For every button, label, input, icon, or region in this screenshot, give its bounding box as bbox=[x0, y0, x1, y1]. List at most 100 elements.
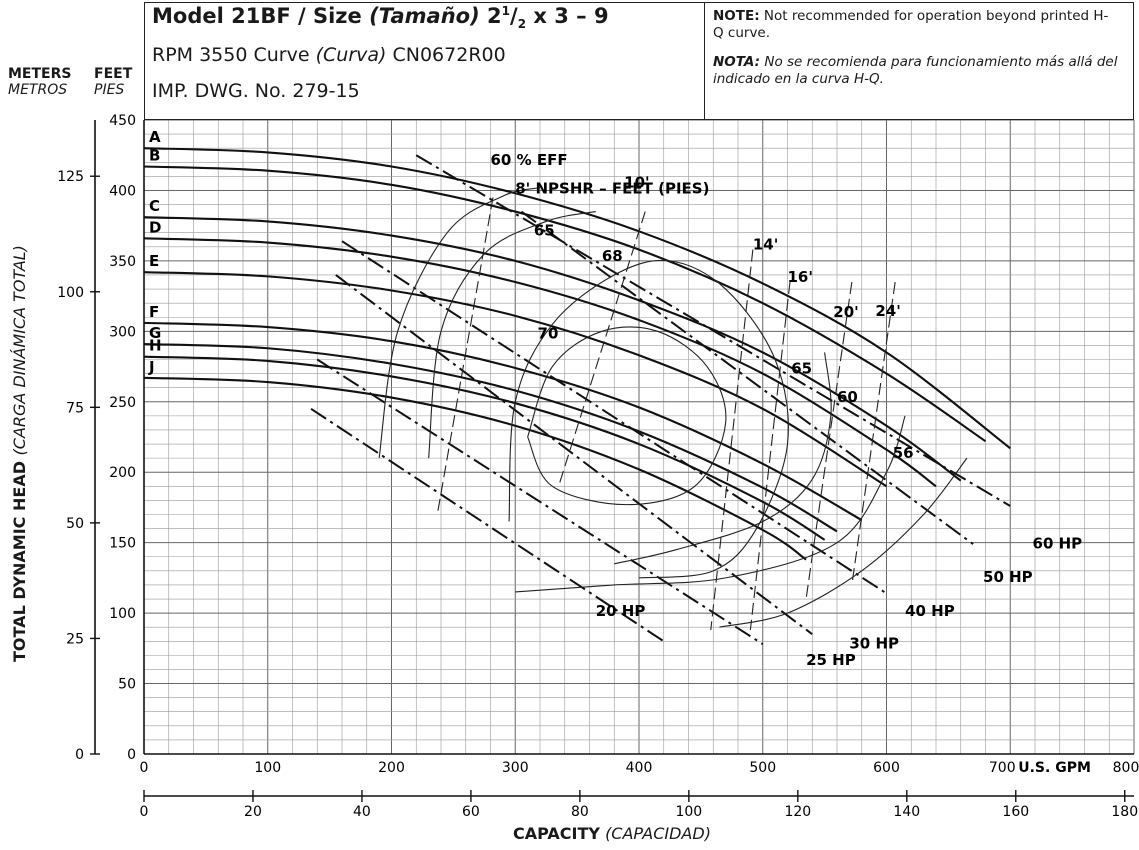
rpm-text-es: (Curva) bbox=[315, 44, 387, 66]
meters-label: METERS bbox=[8, 66, 72, 82]
efficiency-curve-5 bbox=[515, 415, 906, 593]
impeller-curve-j bbox=[143, 376, 807, 561]
note-es: NOTA: No se recomienda para funcionamien… bbox=[713, 54, 1118, 88]
note-en-text: Not recommended for operation beyond pri… bbox=[713, 8, 1109, 41]
curve-id: CN0672R00 bbox=[392, 44, 506, 66]
x-tick-label-m3hr: 80 bbox=[571, 804, 589, 820]
npshr-line bbox=[805, 281, 853, 600]
x-axis-title: CAPACITY (CAPACIDAD) bbox=[513, 824, 711, 843]
x-tick-label-gpm: 0 bbox=[140, 760, 149, 776]
npshr-line bbox=[749, 281, 791, 631]
npshr-label: 14' bbox=[753, 236, 778, 254]
efficiency-label: 65 bbox=[534, 222, 555, 240]
npshr-line bbox=[436, 197, 494, 515]
hp-label: 50 HP bbox=[983, 568, 1033, 586]
model-size-rest: x 3 – 9 bbox=[533, 4, 609, 28]
x-title-en: CAPACITY bbox=[513, 824, 600, 843]
impeller-curve-d bbox=[143, 237, 937, 488]
x-tick-label-gpm: 800 bbox=[1113, 760, 1139, 776]
x-tick-label-m3hr: 160 bbox=[1002, 804, 1029, 820]
y-tick-label-meters: 0 bbox=[75, 747, 84, 763]
grid bbox=[143, 119, 1135, 755]
npshr-line bbox=[558, 211, 646, 487]
impeller-label-c: C bbox=[149, 197, 160, 215]
y-tick-label-feet: 250 bbox=[109, 395, 136, 411]
y-tick-label-feet: 350 bbox=[109, 254, 136, 270]
impeller-curve-h bbox=[143, 355, 826, 541]
y-tick-label-feet: 200 bbox=[109, 465, 136, 481]
y-tick-label-feet: 100 bbox=[109, 606, 136, 622]
npshr-line bbox=[710, 249, 754, 631]
npshr-label: 24' bbox=[875, 302, 900, 320]
y-title-es: (CARGA DINÁMICA TOTAL) bbox=[10, 245, 29, 456]
y-tick-label-feet: 450 bbox=[109, 113, 136, 129]
note-en-label: NOTE: bbox=[713, 8, 760, 24]
imp-dwg: IMP. DWG. No. 279-15 bbox=[152, 80, 360, 102]
x-tick-label-m3hr: 0 bbox=[140, 804, 149, 820]
impeller-curve-g bbox=[143, 342, 838, 533]
y-tick-label-feet: 400 bbox=[109, 183, 136, 199]
hp-line bbox=[520, 210, 974, 545]
x-tick-label-gpm: 400 bbox=[626, 760, 653, 776]
y-tick-label-meters: 100 bbox=[57, 285, 84, 301]
impeller-curves bbox=[143, 147, 1011, 561]
npshr-line bbox=[851, 281, 896, 586]
model-size-frac: 1 bbox=[501, 4, 511, 18]
hp-label: 20 HP bbox=[596, 602, 646, 620]
y-tick-label-feet: 0 bbox=[127, 747, 136, 763]
impeller-label-g: G bbox=[149, 324, 161, 342]
hp-line bbox=[310, 407, 665, 643]
rpm-line: RPM 3550 Curve (Curva) CN0672R00 bbox=[152, 44, 506, 66]
model-title: Model 21BF / Size (Tamaño) 21/2 x 3 – 9 bbox=[152, 4, 609, 32]
hp-label: 30 HP bbox=[849, 634, 899, 652]
hp-line bbox=[335, 274, 813, 636]
y-tick-label-meters: 75 bbox=[66, 400, 84, 416]
efficiency-curve-6 bbox=[719, 457, 968, 628]
x-tick-label-m3hr: 180 bbox=[1111, 804, 1138, 820]
npshr-lines bbox=[436, 197, 896, 631]
y-axis-title: TOTAL DYNAMIC HEAD (CARGA DINÁMICA TOTAL… bbox=[10, 245, 29, 662]
x-tick-label-gpm: 700 bbox=[989, 760, 1016, 776]
impeller-curve-f bbox=[143, 321, 863, 522]
hp-label: 25 HP bbox=[806, 651, 856, 669]
x-tick-label-m3hr: 100 bbox=[675, 804, 702, 820]
hp-line bbox=[341, 240, 888, 595]
note-box bbox=[704, 2, 1134, 120]
impeller-curve-a bbox=[143, 147, 1011, 450]
x-tick-label-m3hr: 120 bbox=[784, 804, 811, 820]
efficiency-label: 56 bbox=[893, 444, 914, 462]
pies-label: PIES bbox=[94, 82, 125, 98]
y-tick-label-feet: 50 bbox=[118, 677, 136, 693]
impeller-label-d: D bbox=[149, 218, 161, 236]
x-tick-label-m3hr: 60 bbox=[462, 804, 480, 820]
feet-label: FEET bbox=[94, 66, 133, 82]
efficiency-curve-1 bbox=[428, 211, 596, 459]
impeller-label-e: E bbox=[149, 252, 159, 270]
efficiency-label: 65 bbox=[791, 360, 812, 378]
model-prefix: Model 21BF / Size bbox=[152, 4, 362, 28]
hp-line bbox=[415, 154, 1011, 507]
efficiency-curve-3 bbox=[527, 326, 727, 506]
x-tick-label-gpm: 600 bbox=[873, 760, 900, 776]
efficiency-curve-2 bbox=[508, 259, 789, 579]
x-title-es: (CAPACIDAD) bbox=[605, 824, 711, 843]
y-tick-label-feet: 150 bbox=[109, 536, 136, 552]
impeller-label-j: J bbox=[148, 358, 155, 376]
efficiency-label: 70 bbox=[538, 324, 559, 342]
model-size-es: (Tamaño) bbox=[369, 4, 480, 28]
npshr-label: 8' NPSHR – FEET (PIES) bbox=[515, 179, 709, 197]
note-es-text: No se recomienda para funcionamiento más… bbox=[713, 54, 1118, 87]
model-size-int: 2 bbox=[487, 4, 502, 28]
impeller-curve-c bbox=[143, 216, 962, 482]
x-tick-label-m3hr: 140 bbox=[893, 804, 920, 820]
impeller-label-a: A bbox=[149, 128, 161, 146]
efficiency-curve-4 bbox=[614, 352, 832, 565]
y-tick-label-meters: 25 bbox=[66, 631, 84, 647]
model-size-frac-den: 2 bbox=[517, 17, 527, 32]
impeller-label-h: H bbox=[149, 337, 162, 355]
axes: 4504003503002502001501005001251007550250… bbox=[57, 113, 1139, 820]
metros-label: METROS bbox=[8, 82, 68, 98]
npshr-label: 16' bbox=[788, 268, 813, 286]
